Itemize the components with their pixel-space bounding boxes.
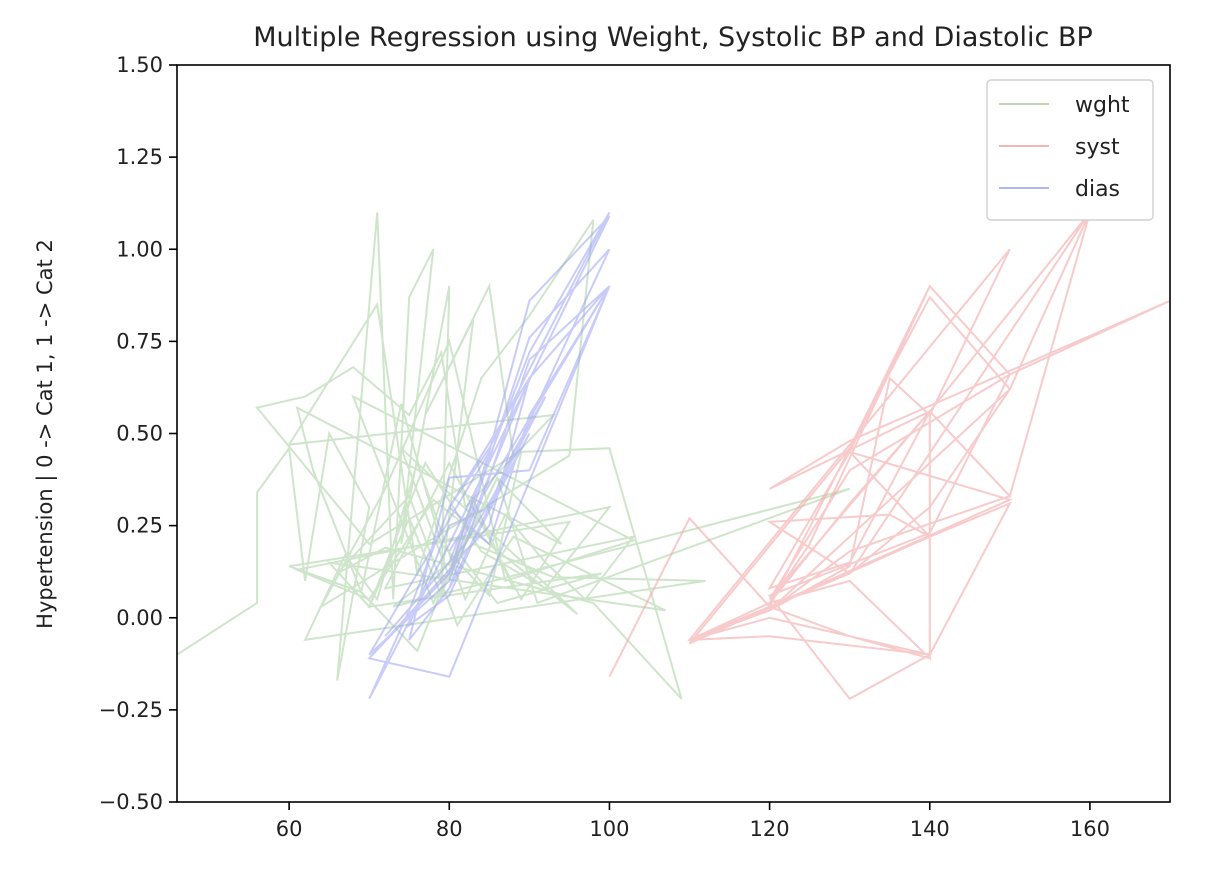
series-line-wght [177,212,851,700]
series-line-dias [367,211,611,700]
y-tick-label: 1.50 [116,53,163,77]
x-tick-label: 80 [436,817,463,841]
chart-title: Multiple Regression using Weight, Systol… [253,22,1093,53]
y-tick-label: 0.50 [116,422,163,446]
y-tick-label: −0.25 [99,698,163,722]
x-tick-label: 120 [750,817,790,841]
x-tick-label: 160 [1070,817,1110,841]
y-tick-label: 1.25 [116,145,163,169]
x-tick-label: 140 [910,817,950,841]
y-tick-label: 0.00 [116,606,163,630]
legend-label-wght: wght [1075,93,1130,118]
y-tick-label: −0.50 [99,790,163,814]
legend-label-syst: syst [1075,135,1120,160]
y-tick-label: 0.25 [116,514,163,538]
y-axis-label: Hypertension | 0 -> Cat 1, 1 -> Cat 2 [33,239,58,629]
x-axis: 60 80 100 120 140 160 [276,802,1110,841]
y-tick-label: 1.00 [116,237,163,261]
legend-label-dias: dias [1075,177,1120,202]
x-tick-label: 100 [589,817,629,841]
series-layer [177,211,1170,701]
legend: wght syst dias [986,79,1154,221]
series-line-syst [608,211,1170,701]
x-tick-label: 60 [276,817,303,841]
legend-box [986,79,1154,221]
y-axis: −0.50 −0.25 0.00 0.25 0.50 0.75 1.00 1.25 1.50 [99,53,177,814]
y-tick-label: 0.75 [116,329,163,353]
